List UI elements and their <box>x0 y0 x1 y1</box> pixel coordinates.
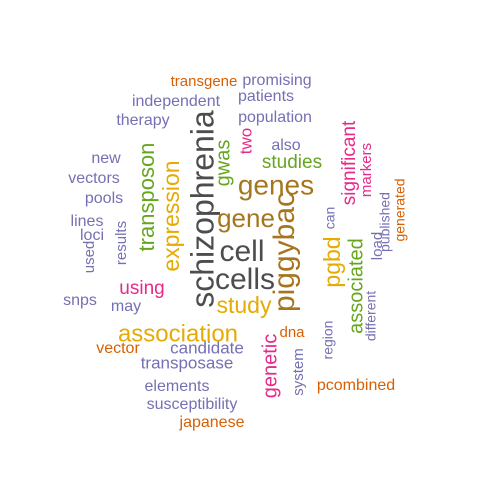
word-transposon: transposon <box>134 143 159 252</box>
word-using: using <box>119 278 164 299</box>
word-results: results <box>113 221 130 265</box>
word-markers: markers <box>358 143 375 197</box>
word-region: region <box>320 321 336 360</box>
word-independent: independent <box>132 93 221 110</box>
word-study: study <box>217 292 272 318</box>
word-gene: gene <box>217 203 275 233</box>
word-lines: lines <box>71 213 104 230</box>
word-genes: genes <box>238 169 314 200</box>
word-promising: promising <box>242 72 311 89</box>
word-transgene: transgene <box>171 73 238 90</box>
word-used: used <box>81 241 98 274</box>
word-gwas: gwas <box>212 140 234 187</box>
word-different: different <box>363 291 379 341</box>
word-vector: vector <box>96 340 140 357</box>
word-candidate: candidate <box>170 338 244 357</box>
word-associated: associated <box>345 238 367 334</box>
word-load: load <box>369 232 386 260</box>
word-population: population <box>238 109 312 126</box>
word-pools: pools <box>85 190 123 207</box>
word-loci: loci <box>80 227 104 244</box>
word-system: system <box>290 348 307 396</box>
word-expression: expression <box>158 160 184 271</box>
word-susceptibility: susceptibility <box>147 396 238 413</box>
word-patients: patients <box>238 88 294 105</box>
word-pgbd: pgbd <box>319 236 345 287</box>
word-significant: significant <box>339 120 360 205</box>
word-generated: generated <box>392 178 408 241</box>
word-elements: elements <box>145 378 210 395</box>
word-schizophrenia: schizophrenia <box>184 110 220 308</box>
word-studies: studies <box>262 152 322 173</box>
word-cells: cells <box>215 263 275 296</box>
word-may: may <box>111 298 141 315</box>
word-can: can <box>322 207 338 230</box>
word-dna: dna <box>279 324 305 341</box>
word-published: published <box>377 192 393 252</box>
word-japanese: japanese <box>179 414 245 431</box>
word-pcombined: pcombined <box>317 377 395 394</box>
word-snps: snps <box>63 292 97 309</box>
word-therapy: therapy <box>116 112 169 129</box>
word-genetic: genetic <box>259 334 281 399</box>
word-vectors: vectors <box>68 170 120 187</box>
word-also: also <box>271 137 300 154</box>
word-transposase: transposase <box>141 353 234 372</box>
word-cell: cell <box>219 235 264 268</box>
word-two: two <box>236 128 255 154</box>
word-new: new <box>91 150 121 167</box>
word-association: association <box>118 320 238 347</box>
word-piggybac: piggybac <box>268 192 301 312</box>
